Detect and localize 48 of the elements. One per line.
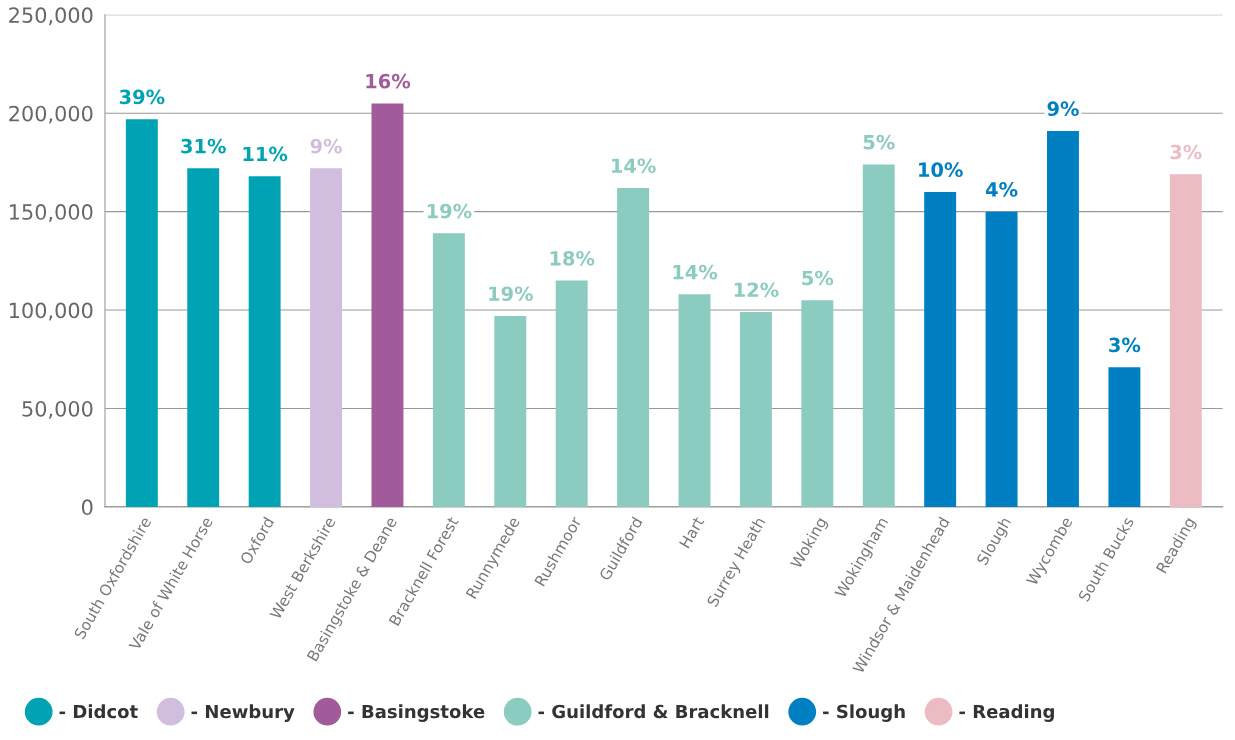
bar: [678, 294, 711, 507]
bar: [739, 312, 772, 507]
legend-label: - Slough: [823, 704, 905, 722]
bar: [125, 119, 158, 507]
annotation: 3%: [1109, 337, 1141, 353]
annotation: 5%: [863, 134, 895, 150]
bar: [862, 164, 895, 507]
annotation: 9%: [310, 138, 342, 154]
annotation: 39%: [119, 89, 165, 105]
bar: [801, 300, 834, 507]
y-tick-label: 200,000: [9, 105, 93, 124]
bar: [494, 315, 527, 507]
bar: [187, 168, 220, 507]
annotation: 3%: [1170, 144, 1202, 160]
bar: [432, 233, 465, 507]
annotation: 16%: [366, 73, 411, 89]
annotation: 18%: [550, 250, 595, 266]
bar: [1108, 367, 1141, 507]
legend-label: - Basingstoke: [348, 704, 485, 722]
annotation: 14%: [673, 264, 718, 280]
bar: [1169, 174, 1202, 507]
bar: [310, 168, 343, 507]
bar: [617, 188, 650, 507]
bar: [985, 211, 1018, 507]
annotation: 9%: [1047, 101, 1079, 117]
y-tick-label: 0: [81, 499, 93, 516]
annotation: 19%: [427, 203, 472, 219]
annotation: 14%: [612, 158, 656, 174]
bar: [1047, 130, 1079, 507]
legend-label: - Didcot: [59, 704, 138, 719]
annotation: 12%: [734, 282, 779, 298]
y-tick-label: 150,000: [10, 204, 93, 222]
y-tick-label: 250,000: [9, 7, 93, 26]
legend-label: - Guildford & Bracknell: [538, 704, 769, 719]
y-tick-label: 100,000: [10, 302, 93, 321]
annotation: 19%: [489, 286, 533, 302]
bar: [555, 280, 588, 507]
annotation: 5%: [802, 270, 834, 286]
annotation: 31%: [181, 138, 226, 154]
annotation: 11%: [243, 146, 288, 162]
annotation: 4%: [985, 182, 1018, 197]
bar: [371, 103, 404, 507]
y-tick-label: 50,000: [22, 400, 93, 419]
annotation: 10%: [919, 162, 963, 178]
legend-label: - Newbury: [191, 704, 295, 722]
bar: [924, 191, 957, 507]
bar: [248, 176, 281, 507]
legend-label: - Reading: [959, 704, 1054, 722]
